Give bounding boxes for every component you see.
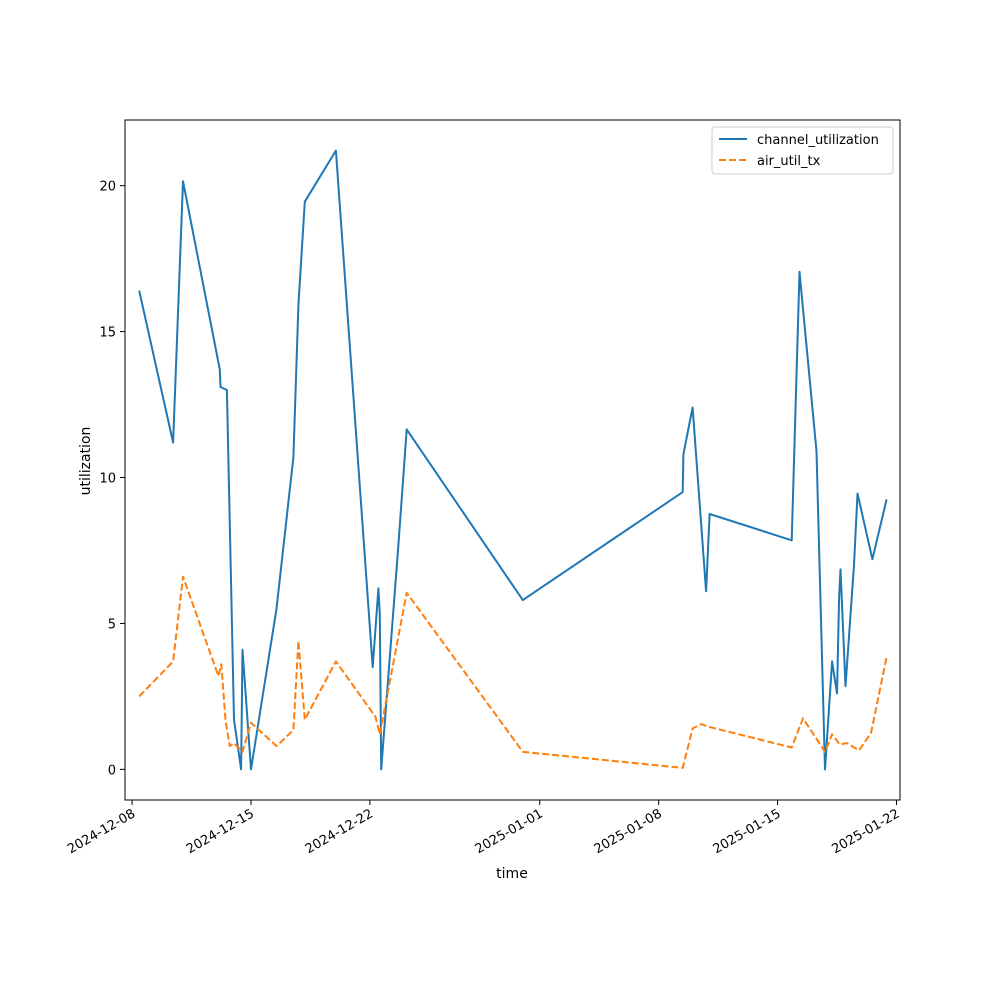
x-axis-label: time (496, 866, 528, 882)
legend-label-channel-utilization: channel_utilization (757, 133, 879, 148)
series-layer (138, 149, 888, 771)
series-line-air-util-tx (138, 575, 888, 769)
y-axis: 0 5 10 15 20 (99, 180, 125, 778)
series-line-channel-utilization (138, 149, 888, 771)
y-tick-label: 15 (99, 326, 116, 341)
legend-label-air-util-tx: air_util_tx (757, 154, 821, 169)
y-tick-label: 10 (99, 472, 116, 487)
legend-box (711, 126, 894, 175)
plot-frame (124, 119, 901, 801)
y-tick-label: 20 (99, 180, 116, 195)
y-tick-label: 5 (108, 617, 116, 632)
y-tick-label: 0 (108, 763, 116, 778)
y-axis-label: utilization (78, 427, 94, 496)
legend: channel_utilization air_util_tx (711, 126, 894, 175)
